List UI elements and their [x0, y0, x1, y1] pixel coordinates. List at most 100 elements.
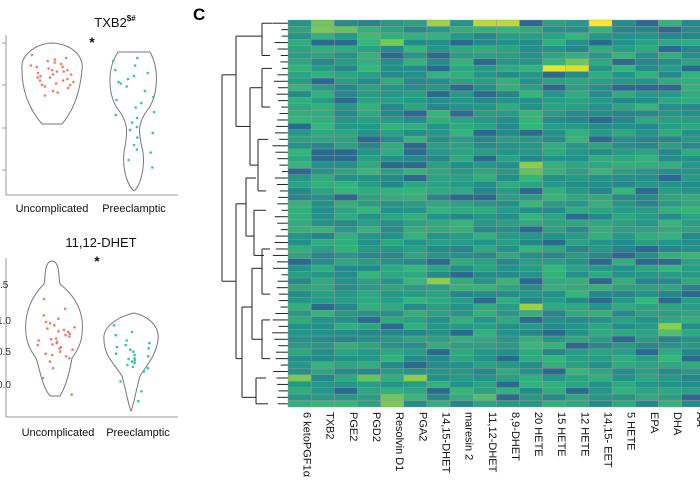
data-point-preeclamptic [148, 341, 151, 345]
heatmap-cell [380, 400, 404, 408]
data-point-uncomplicated [35, 65, 39, 69]
heatmap-cell [310, 116, 335, 124]
heatmap-cell [357, 226, 381, 234]
heatmap-cell [496, 322, 520, 330]
heatmap-cell [334, 316, 358, 324]
heatmap-cell [426, 316, 451, 324]
heatmap-cell [658, 206, 682, 214]
heatmap-cell [635, 19, 659, 27]
heatmap-cell [473, 374, 497, 382]
heatmap-cell [449, 374, 474, 382]
heatmap-cell [403, 181, 428, 188]
heatmap-cell [357, 193, 381, 201]
heatmap-cell [287, 232, 312, 240]
heatmap-cell [681, 187, 700, 195]
heatmap-cell [519, 155, 543, 163]
heatmap-cell [635, 174, 659, 182]
data-point-preeclamptic [112, 324, 116, 327]
heatmap-cell [380, 361, 404, 369]
heatmap-cell [658, 355, 682, 363]
heatmap-cell [496, 251, 520, 259]
heatmap-cell [542, 277, 567, 285]
heatmap-cell [403, 284, 428, 292]
heatmap-cell [658, 71, 682, 79]
heatmap-cell [681, 381, 700, 388]
heatmap-cell [334, 142, 358, 150]
heatmap-cell [403, 387, 428, 395]
heatmap-cell [403, 297, 428, 305]
heatmap-cell [310, 329, 335, 337]
heatmap-cell [403, 97, 428, 105]
heatmap-cell [681, 97, 700, 105]
heatmap-cell [519, 387, 543, 395]
heatmap-cell [611, 193, 636, 201]
heatmap-cell [519, 19, 543, 27]
heatmap-cell [542, 58, 567, 66]
heatmap-cell [588, 110, 613, 117]
heatmap-cell [287, 200, 312, 208]
heatmap-cell [611, 213, 636, 221]
column-label: PGA2 [416, 412, 428, 441]
heatmap-cell [334, 361, 358, 369]
heatmap-cell [403, 348, 428, 356]
heatmap-cell [658, 103, 682, 111]
heatmap-cell [287, 258, 312, 266]
heatmap-cell [542, 77, 567, 85]
heatmap-cell [403, 116, 428, 124]
heatmap-cell [542, 181, 567, 188]
data-point-uncomplicated [57, 317, 60, 321]
data-point-uncomplicated [71, 348, 74, 352]
heatmap-cell [403, 322, 428, 330]
heatmap-cell [287, 161, 312, 169]
heatmap-cell [519, 97, 543, 105]
heatmap-cell [449, 335, 474, 343]
heatmap-cell [310, 239, 335, 246]
heatmap-cell [357, 322, 381, 330]
heatmap-cell [681, 374, 700, 382]
heatmap-cell [658, 168, 682, 176]
heatmap-cell [588, 400, 613, 408]
heatmap-cell [542, 26, 567, 34]
heatmap-cell [681, 148, 700, 156]
heatmap-cell [658, 97, 682, 105]
heatmap-cell [658, 213, 682, 221]
heatmap-cell [681, 45, 700, 53]
data-point-uncomplicated [66, 68, 69, 72]
heatmap-cell [357, 168, 381, 176]
heatmap-cell [473, 187, 497, 195]
heatmap-cell [658, 129, 682, 137]
data-point-uncomplicated [44, 352, 47, 356]
heatmap-cell [334, 168, 358, 176]
heatmap-cell [588, 200, 613, 208]
heatmap-cell [334, 400, 358, 408]
column-label: 12 HETE [578, 412, 590, 457]
heatmap-cell [287, 32, 312, 40]
heatmap-cell [449, 52, 474, 59]
heatmap-cell [403, 381, 428, 388]
data-point-preeclamptic [128, 128, 132, 132]
heatmap-cell [403, 19, 428, 27]
heatmap-cell [542, 284, 567, 292]
heatmap-cell [473, 90, 497, 98]
heatmap-cell [287, 135, 312, 143]
heatmap-cell [403, 400, 428, 408]
heatmap-cell [357, 400, 381, 408]
heatmap-cell [473, 39, 497, 46]
heatmap-cell [473, 355, 497, 363]
heatmap-cell [658, 258, 682, 266]
heatmap-cell [565, 226, 590, 234]
data-point-preeclamptic [146, 71, 149, 75]
heatmap-cell [357, 174, 381, 182]
heatmap-cell [635, 129, 659, 137]
heatmap-cell [588, 277, 613, 285]
heatmap-cell [449, 232, 474, 240]
heatmap-cell [681, 52, 700, 59]
heatmap-cell [635, 142, 659, 150]
data-point-preeclamptic [142, 370, 146, 373]
heatmap-cell [380, 26, 404, 34]
heatmap-cell [542, 348, 567, 356]
heatmap-cell [519, 71, 543, 79]
heatmap-cell [426, 84, 451, 92]
heatmap-cell [334, 77, 358, 85]
heatmap-cell [380, 174, 404, 182]
